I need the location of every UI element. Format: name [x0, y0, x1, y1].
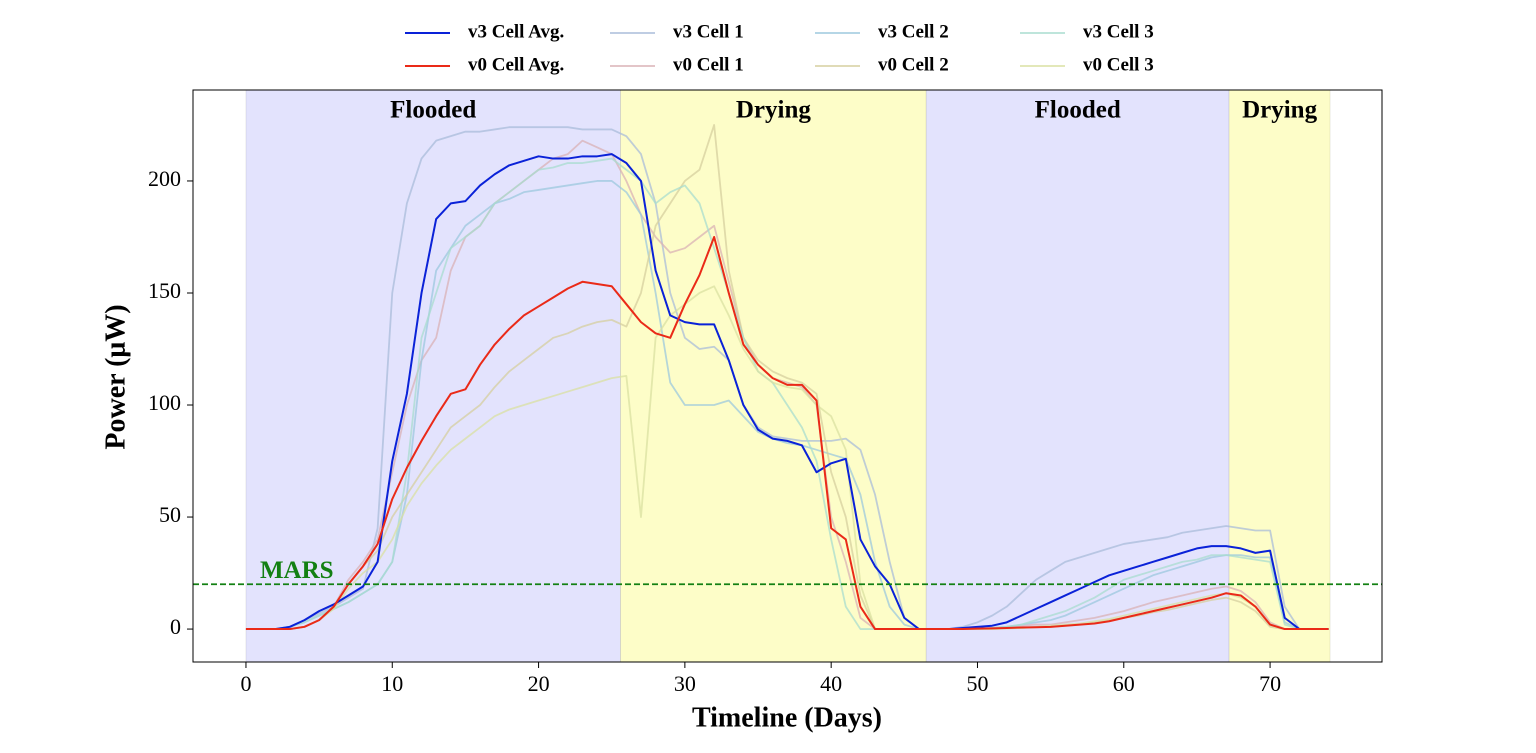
y-tick-label: 200	[148, 166, 181, 191]
x-tick-label: 10	[381, 671, 403, 696]
series-line	[245, 235, 1329, 631]
legend-label: v3 Cell 1	[673, 21, 744, 42]
x-tick-label: 40	[820, 671, 842, 696]
series-line	[245, 153, 1329, 631]
x-tick-label: 0	[240, 671, 251, 696]
legend-label: v0 Cell Avg.	[468, 54, 564, 75]
reference-label: MARS	[260, 557, 334, 584]
region-label: Flooded	[1035, 97, 1121, 124]
series-line	[245, 126, 1329, 630]
ticks: 0 10 20 30 40 50 60 70 0 50 100 150 200	[148, 166, 1281, 696]
y-axis-label: Power (μW)	[100, 304, 131, 449]
region	[245, 89, 621, 663]
series-line	[245, 124, 1329, 630]
x-tick-label: 70	[1259, 671, 1281, 696]
region-label: Drying	[1242, 97, 1318, 124]
x-axis-label: Timeline (Days)	[692, 702, 882, 733]
series-line	[245, 139, 1329, 630]
y-tick-label: 100	[148, 390, 181, 415]
legend-label: v0 Cell 2	[878, 54, 949, 75]
series-line	[245, 180, 1329, 630]
legend-label: v3 Cell 2	[878, 21, 949, 42]
region-label: Flooded	[390, 97, 476, 124]
x-tick-label: 60	[1113, 671, 1135, 696]
region	[925, 89, 1230, 663]
series-line	[245, 285, 1329, 630]
legend-label: v3 Cell 3	[1083, 21, 1154, 42]
x-tick-label: 20	[528, 671, 550, 696]
legend-label: v3 Cell Avg.	[468, 21, 564, 42]
series-line	[245, 157, 1329, 630]
lines	[193, 124, 1382, 631]
plot-frame	[192, 89, 1383, 663]
y-tick-label: 50	[159, 502, 181, 527]
y-tick-label: 0	[170, 614, 181, 639]
y-tick-label: 150	[148, 278, 181, 303]
region-label: Drying	[736, 97, 812, 124]
legend: v3 Cell Avg. v0 Cell Avg. v3 Cell 1 v0 Cell…	[405, 21, 1154, 75]
x-tick-label: 50	[966, 671, 988, 696]
legend-label: v0 Cell 1	[673, 54, 744, 75]
x-tick-label: 30	[674, 671, 696, 696]
legend-label: v0 Cell 3	[1083, 54, 1154, 75]
